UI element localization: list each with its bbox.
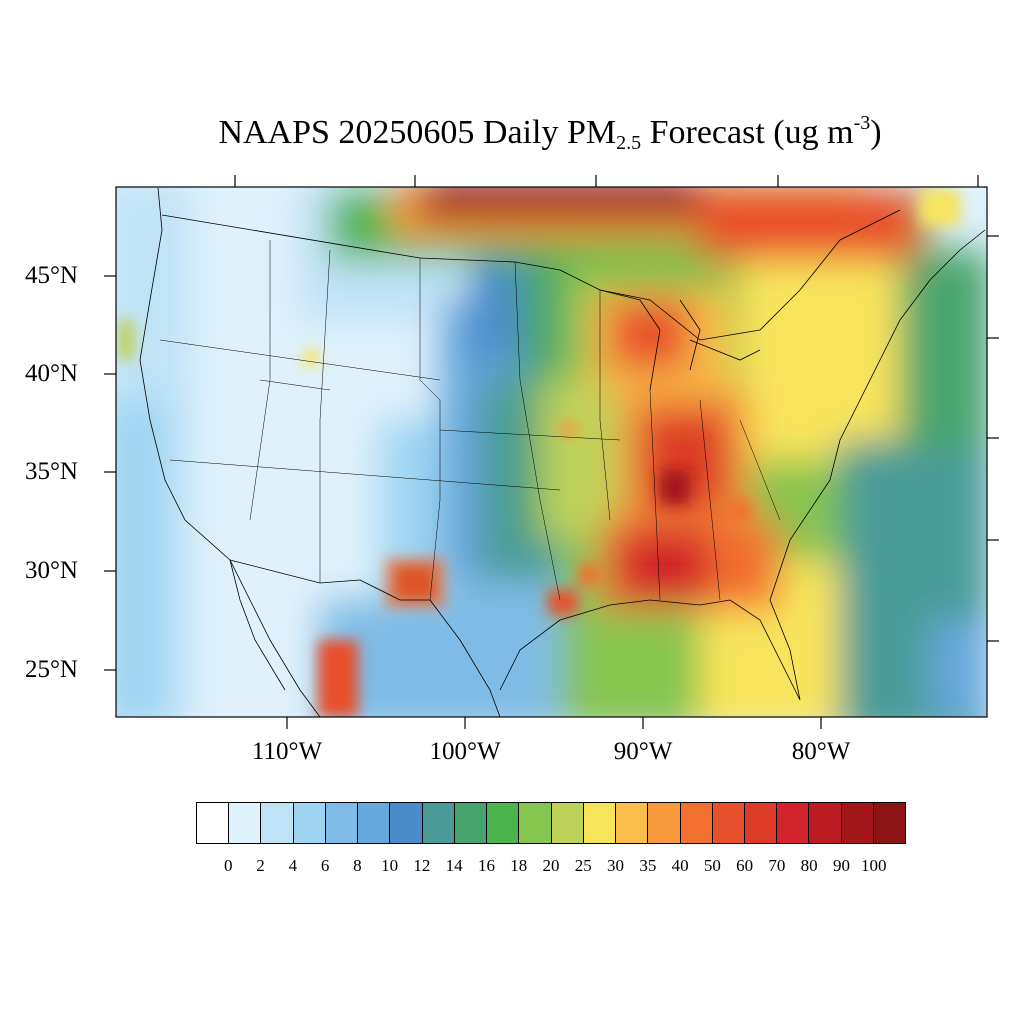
colorbar-label: 20 xyxy=(542,856,560,875)
colorbar-label: 16 xyxy=(477,856,495,875)
colorbar-swatch xyxy=(712,803,745,843)
lat-label-45: 45°N xyxy=(24,262,78,289)
colorbar-label: 8 xyxy=(353,856,362,875)
colorbar-label: 14 xyxy=(445,856,463,875)
title-subscript: 2.5 xyxy=(616,132,642,154)
colorbar-swatch xyxy=(358,803,391,843)
lon-label-80: 80°W xyxy=(791,738,851,765)
colorbar-label: 6 xyxy=(320,856,330,875)
coastlines-borders xyxy=(139,187,986,717)
canada-border xyxy=(161,209,901,341)
colorbar-swatch xyxy=(583,803,617,843)
colorbar-label: 35 xyxy=(639,856,657,875)
colorbar-label: 80 xyxy=(800,856,818,875)
colorbar-swatch xyxy=(809,803,842,843)
colorbar-swatch xyxy=(422,803,455,843)
colorbar-swatch xyxy=(293,803,326,843)
colorbar-swatch xyxy=(454,803,488,843)
lon-label-90: 90°W xyxy=(613,738,673,765)
colorbar-label: 40 xyxy=(671,856,689,875)
colorbar-swatch xyxy=(197,803,230,843)
colorbar-swatch xyxy=(325,803,359,843)
title-prefix: NAAPS 20250605 Daily PM xyxy=(218,114,617,151)
colorbar-swatch xyxy=(229,803,262,843)
colorbar-label: 100 xyxy=(860,856,887,875)
colorbar-label: 18 xyxy=(510,856,528,875)
colorbar-swatch xyxy=(616,803,649,843)
colorbar-swatch xyxy=(551,803,584,843)
colorbar-label: 4 xyxy=(288,856,298,875)
map-title: NAAPS 20250605 Daily PM2.5 Forecast (ug … xyxy=(0,112,1024,155)
colorbar-label: 60 xyxy=(736,856,754,875)
colorbar-swatch xyxy=(680,803,713,843)
atlantic-coast xyxy=(769,229,986,601)
great-lakes xyxy=(599,289,761,391)
title-middle: Forecast (ug m xyxy=(641,114,854,151)
lat-label-25: 25°N xyxy=(24,656,78,683)
colorbar-label: 70 xyxy=(768,856,786,875)
colorbar-swatch xyxy=(261,803,294,843)
state-lines xyxy=(159,240,781,601)
colorbar-label: 12 xyxy=(413,856,431,875)
colorbar-label: 90 xyxy=(832,856,850,875)
title-suffix: ) xyxy=(870,114,882,151)
lat-label-30: 30°N xyxy=(24,557,78,584)
colorbar-swatch xyxy=(648,803,681,843)
gulf-coast xyxy=(429,599,801,717)
colorbar-label: 0 xyxy=(224,856,233,875)
map-frame xyxy=(115,186,988,718)
colorbar-swatch xyxy=(487,803,520,843)
mexico-border xyxy=(229,559,430,601)
colorbar-swatch xyxy=(519,803,552,843)
lon-label-110: 110°W xyxy=(251,738,323,765)
colorbar-swatch xyxy=(744,803,778,843)
colorbar xyxy=(196,802,906,844)
baja-coast xyxy=(229,559,286,691)
colorbar-label: 50 xyxy=(703,856,721,875)
colorbar-label: 25 xyxy=(574,856,592,875)
colorbar-swatch xyxy=(390,803,423,843)
colorbar-swatch xyxy=(777,803,810,843)
colorbar-labels: 0 2 4 6 8 10 12 14 16 18 20 25 30 35 40 50 60 70 80 90 100 xyxy=(196,856,906,878)
title-superscript: -3 xyxy=(853,112,871,134)
lat-label-35: 35°N xyxy=(24,458,78,485)
colorbar-label: 30 xyxy=(607,856,625,875)
pacific-coast xyxy=(139,187,321,717)
axis-ticks xyxy=(104,175,999,729)
lat-label-40: 40°N xyxy=(24,360,78,387)
concentration-field xyxy=(116,187,987,717)
colorbar-swatch xyxy=(841,803,874,843)
colorbar-label: 10 xyxy=(381,856,399,875)
colorbar-label: 2 xyxy=(256,856,265,875)
colorbar-swatch xyxy=(873,803,906,843)
lon-label-100: 100°W xyxy=(429,738,501,765)
